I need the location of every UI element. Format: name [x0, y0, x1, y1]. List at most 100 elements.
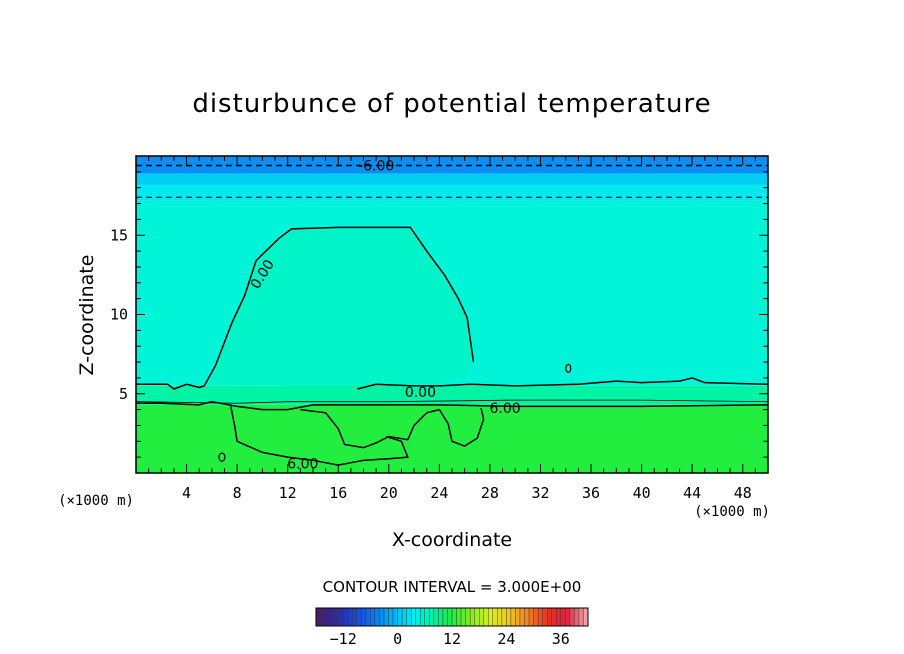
colorbar-cell [343, 607, 348, 627]
colorbar-cell [365, 607, 371, 627]
colorbar-cell [392, 607, 398, 627]
colorbar-cell [547, 607, 552, 627]
y-unit-label: (×1000 m) [58, 493, 134, 509]
colorbar-cell [524, 607, 530, 627]
colorbar-cell [424, 607, 430, 627]
colorbar-cell [429, 607, 435, 627]
colorbar-frame [315, 607, 589, 627]
colorbar-cell [506, 607, 512, 627]
contour-line-pos3-thin [135, 399, 769, 404]
colorbar-cell [483, 607, 489, 627]
x-axis-label: X-coordinate [392, 529, 512, 551]
colorbar-cell [411, 607, 416, 627]
colorbar-cell [515, 607, 521, 627]
x-tick-label: 16 [329, 484, 347, 502]
colorbar-cell [519, 607, 525, 627]
colorbar-cell [347, 607, 353, 627]
colorbar-cell [397, 607, 403, 627]
y-axis-label: Z-coordinate [76, 255, 98, 376]
colorbar-cell [583, 607, 589, 627]
colorbar-cell [352, 607, 357, 627]
colorbar-cell [420, 607, 425, 627]
contour-fill [136, 156, 768, 473]
contour-label: 6.00 [287, 456, 318, 472]
colorbar-cell [370, 607, 376, 627]
colorbar-cell [438, 607, 444, 627]
x-tick-label: 44 [683, 484, 701, 502]
colorbar-cell [510, 607, 516, 627]
colorbar-cell [497, 607, 503, 627]
colorbar-cell [338, 607, 344, 627]
colorbar-cell [320, 607, 326, 627]
colorbar-cell [451, 607, 457, 627]
x-tick-label: 40 [633, 484, 651, 502]
colorbar-cell [578, 607, 584, 627]
contour-label: -6.00 [358, 159, 394, 175]
colorbar-cell [537, 607, 543, 627]
colorbar-cell [315, 607, 321, 627]
contour-interval-text: CONTOUR INTERVAL = 3.000E+00 [323, 578, 582, 596]
y-axis-ticks: 5 10 15 [110, 171, 768, 458]
x-tick-label: 4 [182, 484, 191, 502]
colorbar-cell [465, 607, 471, 627]
contour-line-zero-left [136, 226, 475, 390]
x-tick-label: 24 [430, 484, 448, 502]
colorbar-cell [401, 607, 407, 627]
y-tick-label: 15 [110, 226, 128, 244]
fill-band-1 [136, 385, 768, 405]
contour-cell-small [218, 452, 226, 462]
colorbar-cell [356, 607, 362, 627]
colorbar-cell [379, 607, 385, 627]
x-tick-label: 28 [481, 484, 499, 502]
colorbar-cell [560, 607, 566, 627]
colorbar-tick-label: 24 [497, 630, 515, 648]
y-tick-label: 5 [119, 385, 128, 403]
contour-line-zero-right [357, 377, 769, 390]
colorbar-cell [569, 607, 575, 627]
colorbar-cell [333, 607, 339, 627]
x-tick-label: 12 [279, 484, 297, 502]
x-tick-label: 8 [233, 484, 242, 502]
colorbar: −12 0 12 24 36 [315, 607, 589, 648]
colorbar-cell [551, 607, 557, 627]
colorbar-cell [479, 607, 484, 627]
colorbar-cell [447, 607, 453, 627]
colorbar-cell [374, 607, 380, 627]
chart-title: disturbunce of potential temperature [192, 89, 711, 119]
colorbar-cell [406, 607, 412, 627]
colorbar-tick-label: 0 [393, 630, 402, 648]
colorbar-cell [329, 607, 335, 627]
contour-line-pos6-b [230, 406, 409, 466]
colorbar-cell [501, 607, 507, 627]
colorbar-tick-label: 12 [443, 630, 461, 648]
colorbar-cell [383, 607, 389, 627]
colorbar-cell [488, 607, 493, 627]
colorbar-cell [556, 607, 561, 627]
colorbar-tick-label: −12 [330, 630, 357, 648]
colorbar-cell [492, 607, 498, 627]
colorbar-cell [533, 607, 539, 627]
colorbar-cell [469, 607, 475, 627]
x-tick-label: 36 [582, 484, 600, 502]
contour-labels: -6.000.000.006.006.00 [248, 159, 521, 473]
contour-line-pos6-a [300, 407, 485, 449]
colorbar-cell [542, 607, 548, 627]
colorbar-cell [324, 607, 330, 627]
colorbar-cell [388, 607, 394, 627]
contour-cell-small [565, 363, 572, 373]
colorbar-cell [574, 607, 580, 627]
y-tick-label: 10 [110, 306, 128, 324]
colorbar-cell [565, 607, 571, 627]
colorbar-cell [456, 607, 462, 627]
x-axis-ticks: 4 8 12 16 20 24 28 32 36 40 44 48 [148, 156, 756, 502]
colorbar-cell [474, 607, 480, 627]
colorbar-cell [415, 607, 421, 627]
fill-band-3 [136, 184, 768, 201]
x-tick-label: 48 [734, 484, 752, 502]
colorbar-cell [433, 607, 439, 627]
contour-line-pos3 [136, 400, 769, 411]
x-unit-label: (×1000 m) [694, 504, 770, 520]
colorbar-cell [442, 607, 448, 627]
contour-label: 6.00 [490, 401, 521, 417]
